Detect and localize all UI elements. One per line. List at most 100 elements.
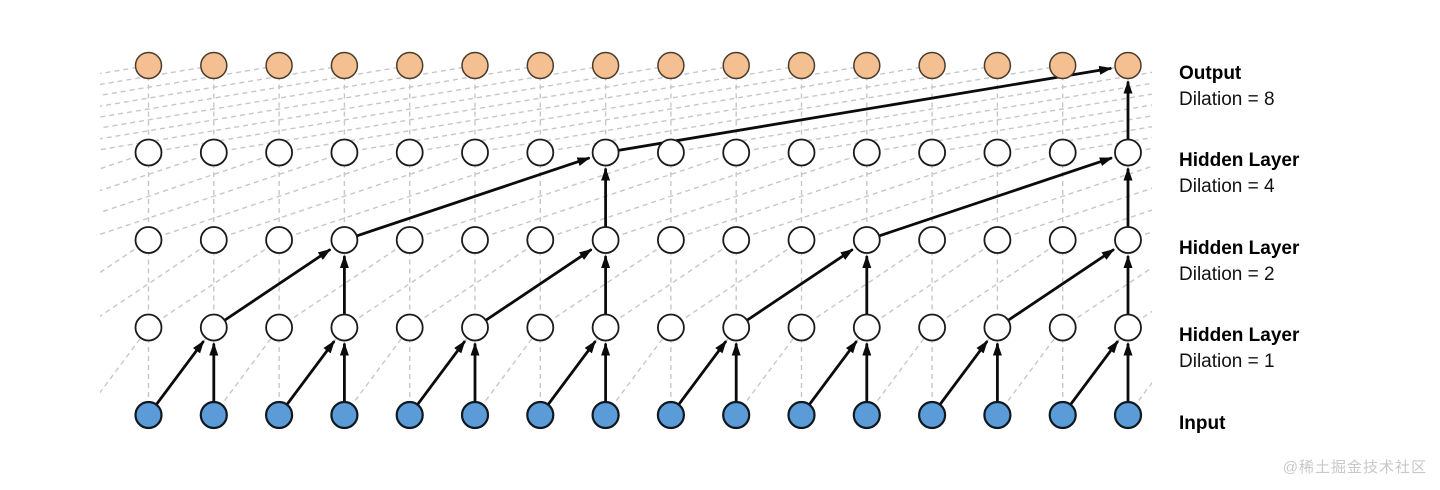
hidden2-node-8	[657, 226, 685, 254]
hidden4-node-7	[591, 138, 620, 167]
conv-arrow-diagonal	[219, 248, 332, 324]
dashed-connection	[100, 239, 149, 274]
layer-label-hidden4-dilation: Dilation = 4	[1179, 176, 1275, 197]
hidden2-node-12	[918, 226, 946, 254]
output-node-6	[526, 51, 555, 80]
output-node-0	[134, 51, 163, 80]
output-node-7	[591, 51, 620, 80]
dashed-connection	[931, 165, 1152, 241]
hidden4-node-10	[787, 138, 816, 167]
dashed-connection	[213, 327, 280, 416]
input-node-3	[330, 400, 359, 430]
dashed-connection	[278, 64, 802, 154]
hidden2-node-5	[461, 226, 489, 254]
conv-arrow-diagonal	[351, 156, 591, 239]
dashed-connection	[100, 64, 149, 75]
dashed-connection	[344, 64, 867, 154]
dashed-connection	[148, 64, 672, 154]
conv-arrow-diagonal	[613, 65, 1113, 153]
hidden1-node-6	[526, 313, 555, 342]
layer-label-output-dilation: Dilation = 8	[1179, 89, 1275, 110]
input-node-5	[460, 400, 490, 430]
dashed-connection	[100, 64, 410, 118]
input-node-6	[526, 400, 555, 430]
dashed-connection	[100, 151, 280, 214]
conv-arrow-diagonal	[1066, 340, 1119, 410]
watermark: @稀土掘金技术社区	[1282, 459, 1427, 476]
hidden2-node-14	[1048, 226, 1077, 254]
hidden2-node-10	[787, 226, 816, 254]
dashed-connection	[213, 151, 476, 241]
hidden2-node-2	[265, 226, 294, 254]
hidden2-node-0	[134, 226, 163, 254]
dashed-connection	[1062, 209, 1152, 241]
conv-arrow-diagonal	[152, 340, 205, 410]
hidden1-node-11	[852, 313, 881, 342]
dashed-connection	[409, 64, 933, 154]
hidden4-node-11	[852, 138, 881, 167]
hidden4-node-12	[918, 138, 946, 167]
dashed-connection	[474, 64, 998, 154]
layer-label-hidden4: Hidden Layer Dilation = 4	[1179, 148, 1299, 200]
input-node-9	[722, 400, 751, 430]
hidden2-node-15	[1114, 226, 1142, 254]
dashed-connection	[670, 151, 933, 241]
dashed-connection	[996, 327, 1064, 416]
dashed-connection	[540, 64, 1063, 154]
dashed-connection	[100, 64, 214, 86]
hidden1-node-3	[330, 313, 359, 342]
hidden1-node-12	[918, 313, 946, 342]
dashed-connection	[213, 64, 737, 154]
dashed-connection	[100, 64, 476, 129]
hidden1-node-4	[395, 313, 424, 342]
hidden1-node-5	[461, 313, 489, 342]
dashed-connection	[866, 327, 933, 416]
dashed-connection	[100, 64, 280, 97]
input-node-13	[983, 400, 1012, 430]
hidden2-node-7	[591, 226, 620, 254]
hidden4-node-9	[722, 138, 751, 167]
dashed-connection	[100, 151, 345, 236]
dashed-connection	[801, 151, 1063, 241]
dashed-connection	[735, 151, 998, 241]
dashed-connection	[1127, 147, 1152, 154]
hidden1-node-8	[657, 313, 685, 342]
hidden4-node-4	[395, 138, 424, 167]
hidden4-node-6	[526, 138, 555, 167]
hidden4-node-1	[199, 138, 228, 167]
output-node-14	[1048, 51, 1077, 80]
hidden1-node-0	[134, 313, 163, 342]
input-node-7	[591, 400, 620, 430]
layer-label-input: Input	[1179, 411, 1225, 437]
conv-arrow-diagonal	[936, 340, 989, 410]
output-node-2	[265, 51, 293, 80]
layer-label-hidden2-dilation: Dilation = 2	[1179, 264, 1275, 285]
hidden1-node-7	[591, 313, 620, 342]
layer-label-output: Output Dilation = 8	[1179, 61, 1275, 113]
output-node-11	[853, 51, 881, 80]
dashed-connection	[474, 327, 541, 416]
dashed-connection	[801, 93, 1152, 154]
dashed-connection	[148, 151, 410, 241]
conv-arrow-diagonal	[481, 248, 593, 324]
nodes	[134, 51, 1143, 430]
input-node-12	[917, 400, 947, 430]
layer-label-hidden4-title: Hidden Layer	[1179, 150, 1300, 171]
hidden1-node-15	[1114, 313, 1142, 342]
layer-label-hidden1-dilation: Dilation = 1	[1179, 351, 1275, 372]
conv-arrow-diagonal	[873, 156, 1113, 239]
dashed-connection	[100, 64, 541, 140]
dashed-connection	[100, 64, 345, 107]
dashed-connection	[736, 82, 1152, 154]
output-node-1	[200, 51, 228, 80]
input-node-0	[134, 400, 163, 430]
hidden4-node-15	[1114, 138, 1142, 167]
hidden1-node-9	[722, 313, 751, 342]
input-node-10	[787, 400, 816, 430]
hidden2-node-13	[983, 226, 1012, 254]
hidden2-node-4	[395, 226, 424, 254]
highlighted-path-arrows	[152, 65, 1133, 410]
input-node-8	[656, 400, 686, 430]
